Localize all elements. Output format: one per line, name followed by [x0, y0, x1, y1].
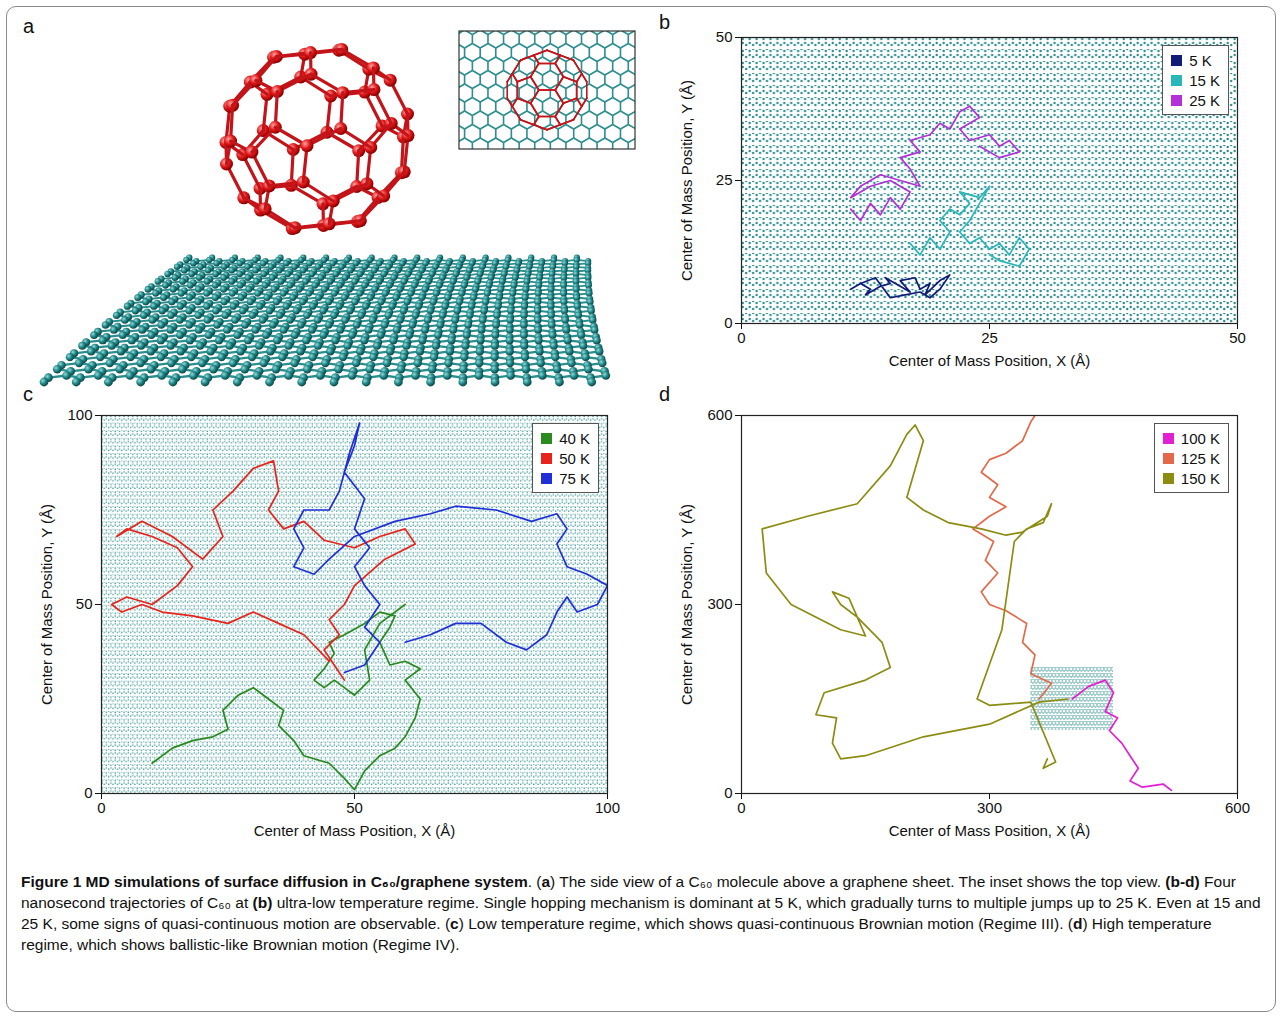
svg-text:25: 25: [981, 329, 998, 346]
html-text:c: c: [23, 383, 33, 405]
svg-text:0: 0: [84, 784, 92, 801]
svg-text:Center of Mass Position, Y (Å): Center of Mass Position, Y (Å): [678, 80, 695, 281]
svg-text:0: 0: [724, 784, 732, 801]
svg-text:0: 0: [737, 329, 745, 346]
svg-text:100: 100: [595, 799, 620, 816]
html-text:Figure 1 MD simulations of sur: Figure 1 MD simulations of surface diffu…: [21, 873, 1261, 953]
svg-text:50: 50: [1229, 329, 1246, 346]
html-text:25 K: 25 K: [1189, 91, 1220, 109]
html-text:5 K: 5 K: [1189, 51, 1212, 69]
svg-text:600: 600: [1225, 799, 1250, 816]
svg-text:Center of Mass Position, X (Å): Center of Mass Position, X (Å): [889, 822, 1091, 839]
svg-text:50: 50: [346, 799, 363, 816]
html-text:d: d: [659, 383, 671, 405]
svg-text:300: 300: [707, 595, 732, 612]
html-text:b: b: [659, 11, 671, 33]
svg-text:Center of Mass Position, X (Å): Center of Mass Position, X (Å): [889, 352, 1091, 369]
html-text:125 K: 125 K: [1180, 449, 1220, 467]
html-text:15 K: 15 K: [1189, 71, 1220, 89]
svg-text:0: 0: [737, 799, 745, 816]
html-text:a: a: [23, 15, 35, 37]
svg-text:0: 0: [97, 799, 105, 816]
html-text:50 K: 50 K: [559, 449, 590, 467]
html-text:40 K: 40 K: [559, 429, 590, 447]
svg-text:0: 0: [724, 314, 732, 331]
svg-text:Center of Mass Position, Y (Å): Center of Mass Position, Y (Å): [38, 504, 55, 705]
svg-text:Center of Mass Position, X (Å): Center of Mass Position, X (Å): [254, 822, 456, 839]
svg-text:300: 300: [977, 799, 1002, 816]
svg-text:25: 25: [716, 171, 733, 188]
svg-text:100: 100: [67, 406, 92, 423]
html-text:150 K: 150 K: [1180, 469, 1220, 487]
svg-text:Center of Mass Position, Y (Å): Center of Mass Position, Y (Å): [678, 504, 695, 705]
svg-text:600: 600: [707, 406, 732, 423]
html-text:100 K: 100 K: [1180, 429, 1220, 447]
html-text:75 K: 75 K: [559, 469, 590, 487]
svg-text:50: 50: [76, 595, 93, 612]
svg-text:50: 50: [716, 28, 733, 45]
